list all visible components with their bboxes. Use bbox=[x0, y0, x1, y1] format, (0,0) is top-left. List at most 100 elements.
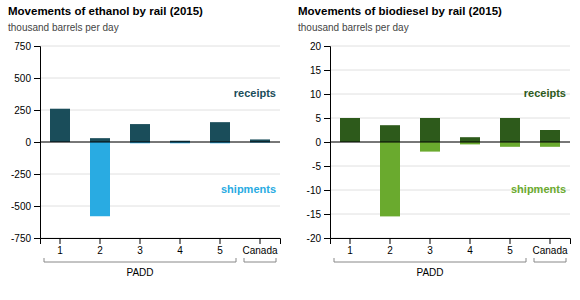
legend-entry: receipts bbox=[234, 87, 276, 99]
bar bbox=[420, 142, 440, 152]
tick: 5 bbox=[217, 238, 223, 256]
tick-mark bbox=[220, 238, 221, 244]
bar bbox=[340, 118, 360, 142]
tick-label: 20 bbox=[310, 41, 322, 52]
grid bbox=[330, 46, 570, 238]
tick-label: 3 bbox=[427, 245, 433, 256]
grid-line bbox=[330, 118, 570, 119]
tick-label: 0 bbox=[25, 137, 31, 148]
tick-label: Canada bbox=[532, 245, 567, 256]
axis-line bbox=[34, 47, 41, 239]
tick-mark bbox=[100, 238, 101, 244]
tick: 2 bbox=[97, 238, 103, 256]
x-axis: 12345Canada bbox=[331, 238, 571, 256]
legend-entry: shipments bbox=[511, 183, 566, 195]
tick-label: 15 bbox=[310, 65, 322, 76]
tick-mark bbox=[324, 70, 330, 71]
bar bbox=[90, 138, 110, 142]
tick-label: 1 bbox=[347, 245, 353, 256]
title: Movements of biodiesel by rail (2015) bbox=[298, 5, 502, 17]
tick-mark bbox=[34, 46, 40, 47]
grid-line bbox=[40, 78, 280, 79]
tick-mark bbox=[34, 206, 40, 207]
tick-label: -20 bbox=[307, 233, 322, 244]
tick-label: 5 bbox=[507, 245, 513, 256]
tick: -20 bbox=[307, 233, 330, 244]
grid-line bbox=[330, 166, 570, 167]
tick: 20 bbox=[310, 41, 330, 52]
tick-mark bbox=[510, 238, 511, 244]
tick-mark bbox=[324, 94, 330, 95]
tick: Canada bbox=[532, 238, 567, 256]
tick-mark bbox=[34, 142, 40, 143]
tick-label: 500 bbox=[14, 73, 31, 84]
bar bbox=[130, 124, 150, 142]
tick-mark bbox=[324, 166, 330, 167]
tick: 10 bbox=[310, 89, 330, 100]
subtitle: thousand barrels per day bbox=[8, 22, 119, 33]
tick: 1 bbox=[57, 238, 63, 256]
tick-label: -500 bbox=[11, 201, 31, 212]
bar bbox=[90, 142, 110, 216]
panel: Movements of biodiesel by rail (2015) tho… bbox=[298, 5, 571, 278]
tick-label: 4 bbox=[467, 245, 473, 256]
zero-line bbox=[330, 142, 570, 143]
tick-label: -10 bbox=[307, 185, 322, 196]
tick-mark bbox=[324, 214, 330, 215]
tick-label: 1 bbox=[57, 245, 63, 256]
legend-entry: receipts bbox=[524, 87, 566, 99]
grid-line bbox=[40, 46, 280, 47]
tick: -750 bbox=[11, 233, 40, 244]
tick-mark bbox=[34, 110, 40, 111]
tick-label: -5 bbox=[312, 161, 321, 172]
tick: 5 bbox=[507, 238, 513, 256]
tick-label: 3 bbox=[137, 245, 143, 256]
bars bbox=[340, 118, 560, 216]
chart: Movements of ethanol by rail (2015)thous… bbox=[0, 0, 580, 300]
tick-label: 5 bbox=[217, 245, 223, 256]
grid-line bbox=[330, 214, 570, 215]
axis-line bbox=[331, 239, 571, 245]
tick-mark bbox=[260, 238, 261, 244]
subtitle: thousand barrels per day bbox=[298, 22, 409, 33]
tick-mark bbox=[324, 118, 330, 119]
bracket bbox=[334, 258, 526, 262]
tick: -15 bbox=[307, 209, 330, 220]
tick-mark bbox=[390, 238, 391, 244]
tick: 5 bbox=[315, 113, 330, 124]
axis-line bbox=[41, 239, 281, 245]
tick: 500 bbox=[14, 73, 40, 84]
tick-label: 5 bbox=[315, 113, 321, 124]
tick-mark bbox=[350, 238, 351, 244]
tick-label: -15 bbox=[307, 209, 322, 220]
bracket bbox=[244, 258, 276, 262]
tick: 750 bbox=[14, 41, 40, 52]
tick: 0 bbox=[315, 137, 330, 148]
tick-mark bbox=[140, 238, 141, 244]
tick: -10 bbox=[307, 185, 330, 196]
bar bbox=[500, 142, 520, 147]
tick: 15 bbox=[310, 65, 330, 76]
tick-label: Canada bbox=[242, 245, 277, 256]
grid-line bbox=[330, 70, 570, 71]
bar bbox=[380, 125, 400, 142]
tick-label: 10 bbox=[310, 89, 322, 100]
x-label: PADD bbox=[126, 267, 153, 278]
tick-mark bbox=[550, 238, 551, 244]
bars bbox=[50, 109, 270, 217]
grid-line bbox=[330, 46, 570, 47]
y-axis: -750 -500 -250 0 250 500 750 bbox=[11, 41, 41, 244]
bar bbox=[540, 130, 560, 142]
tick: 0 bbox=[25, 137, 40, 148]
grid-line bbox=[40, 142, 280, 143]
bracket bbox=[534, 258, 566, 262]
tick: 1 bbox=[347, 238, 353, 256]
bar bbox=[210, 122, 230, 142]
tick-label: 4 bbox=[177, 245, 183, 256]
tick-mark bbox=[34, 238, 40, 239]
grid-line bbox=[330, 142, 570, 143]
bar bbox=[50, 109, 70, 142]
tick: 4 bbox=[177, 238, 183, 256]
tick: 250 bbox=[14, 105, 40, 116]
tick-label: -250 bbox=[11, 169, 31, 180]
